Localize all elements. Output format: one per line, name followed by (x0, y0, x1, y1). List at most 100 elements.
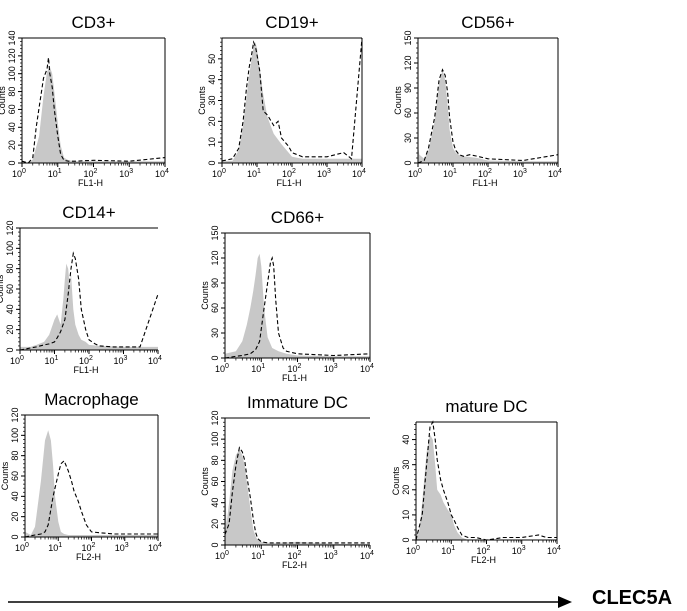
x-tick-label: 103 (512, 545, 526, 556)
x-tick-label: 101 (251, 550, 265, 561)
x-tick-label: 103 (115, 542, 129, 553)
x-tick-exponent: 3 (327, 168, 331, 175)
x-tick-exponent: 3 (125, 542, 129, 549)
y-tick-label: 0 (7, 160, 17, 165)
x-tick-label: 103 (317, 168, 331, 179)
y-tick-label: 20 (5, 325, 15, 335)
y-tick-label: 40 (7, 122, 17, 132)
isotype-histogram (20, 263, 158, 350)
isotype-histogram (25, 430, 158, 537)
x-tick-exponent: 4 (557, 545, 561, 552)
y-tick-label: 120 (5, 220, 15, 235)
x-tick-exponent: 1 (58, 542, 62, 549)
x-tick-exponent: 0 (225, 550, 229, 557)
x-tick-exponent: 1 (261, 363, 265, 370)
y-axis-label: Counts (0, 86, 7, 115)
y-axis-label: Counts (0, 274, 5, 303)
panel-title: CD66+ (271, 208, 324, 227)
y-tick-label: 0 (403, 160, 413, 165)
y-tick-label: 40 (401, 435, 411, 445)
clec5a-histogram (224, 256, 371, 359)
y-tick-label: 120 (210, 250, 220, 265)
x-tick-exponent: 2 (89, 355, 93, 362)
y-tick-label: 50 (207, 54, 217, 64)
y-tick-label: 0 (5, 347, 15, 352)
x-tick-exponent: 2 (298, 363, 302, 370)
y-tick-label: 60 (210, 303, 220, 313)
y-tick-label: 0 (401, 537, 411, 542)
y-tick-label: 0 (10, 534, 20, 539)
x-tick-exponent: 1 (451, 545, 455, 552)
x-tick-label: 101 (251, 363, 265, 374)
y-tick-label: 30 (403, 133, 413, 143)
x-tick-exponent: 4 (370, 363, 374, 370)
x-tick-label: 100 (215, 550, 229, 561)
y-tick-label: 20 (207, 116, 217, 126)
x-tick-exponent: 0 (25, 542, 29, 549)
x-tick-label: 103 (119, 168, 133, 179)
clec5a-histogram (24, 459, 158, 538)
x-tick-label: 103 (324, 363, 338, 374)
clec5a-histogram (417, 68, 559, 164)
y-tick-label: 80 (10, 451, 20, 461)
y-tick-label: 80 (5, 264, 15, 274)
y-tick-label: 80 (7, 87, 17, 97)
x-tick-label: 104 (155, 168, 169, 179)
x-axis-label: FL1-H (472, 178, 497, 188)
y-tick-label: 60 (10, 471, 20, 481)
y-tick-label: 100 (5, 241, 15, 256)
x-tick-exponent: 0 (418, 168, 422, 175)
y-tick-label: 120 (10, 407, 20, 422)
x-tick-exponent: 2 (487, 545, 491, 552)
y-tick-label: 140 (7, 30, 17, 45)
x-tick-label: 101 (48, 168, 62, 179)
x-tick-label: 104 (360, 550, 374, 561)
x-axis-label: FL2-H (282, 560, 307, 570)
y-tick-label: 30 (401, 460, 411, 470)
panel-title: Macrophage (44, 390, 139, 409)
y-tick-label: 150 (403, 30, 413, 45)
x-tick-label: 102 (478, 168, 492, 179)
x-tick-exponent: 3 (129, 168, 133, 175)
clec5a-arrow (8, 596, 572, 608)
y-tick-label: 100 (10, 428, 20, 443)
y-tick-label: 40 (207, 75, 217, 85)
y-axis-label: Counts (200, 467, 210, 496)
x-tick-label: 101 (48, 542, 62, 553)
y-tick-label: 40 (5, 304, 15, 314)
panel-title: CD19+ (265, 13, 318, 32)
x-tick-label: 104 (148, 355, 162, 366)
x-axis-label: FL1-H (78, 178, 103, 188)
x-tick-label: 104 (360, 363, 374, 374)
x-tick-label: 102 (79, 355, 93, 366)
x-tick-label: 103 (324, 550, 338, 561)
clec5a-histogram (21, 57, 166, 164)
x-tick-label: 104 (547, 545, 561, 556)
isotype-histogram (222, 42, 362, 164)
x-tick-label: 102 (82, 542, 96, 553)
y-tick-label: 20 (7, 140, 17, 150)
x-tick-label: 100 (10, 355, 24, 366)
y-tick-label: 0 (210, 542, 220, 547)
x-tick-label: 103 (513, 168, 527, 179)
x-tick-label: 104 (352, 168, 366, 179)
clec5a-histogram (19, 251, 159, 351)
x-tick-exponent: 2 (94, 168, 98, 175)
x-tick-label: 100 (408, 168, 422, 179)
y-tick-label: 60 (403, 108, 413, 118)
x-tick-exponent: 0 (20, 355, 24, 362)
y-tick-label: 40 (10, 491, 20, 501)
clec5a-histogram (221, 37, 363, 162)
x-tick-label: 101 (247, 168, 261, 179)
panel-title: CD56+ (461, 13, 514, 32)
x-tick-label: 103 (114, 355, 128, 366)
isotype-histogram (225, 449, 370, 545)
x-tick-label: 100 (406, 545, 420, 556)
clec5a-histogram (415, 420, 557, 541)
x-tick-exponent: 1 (453, 168, 457, 175)
x-tick-exponent: 1 (257, 168, 261, 175)
